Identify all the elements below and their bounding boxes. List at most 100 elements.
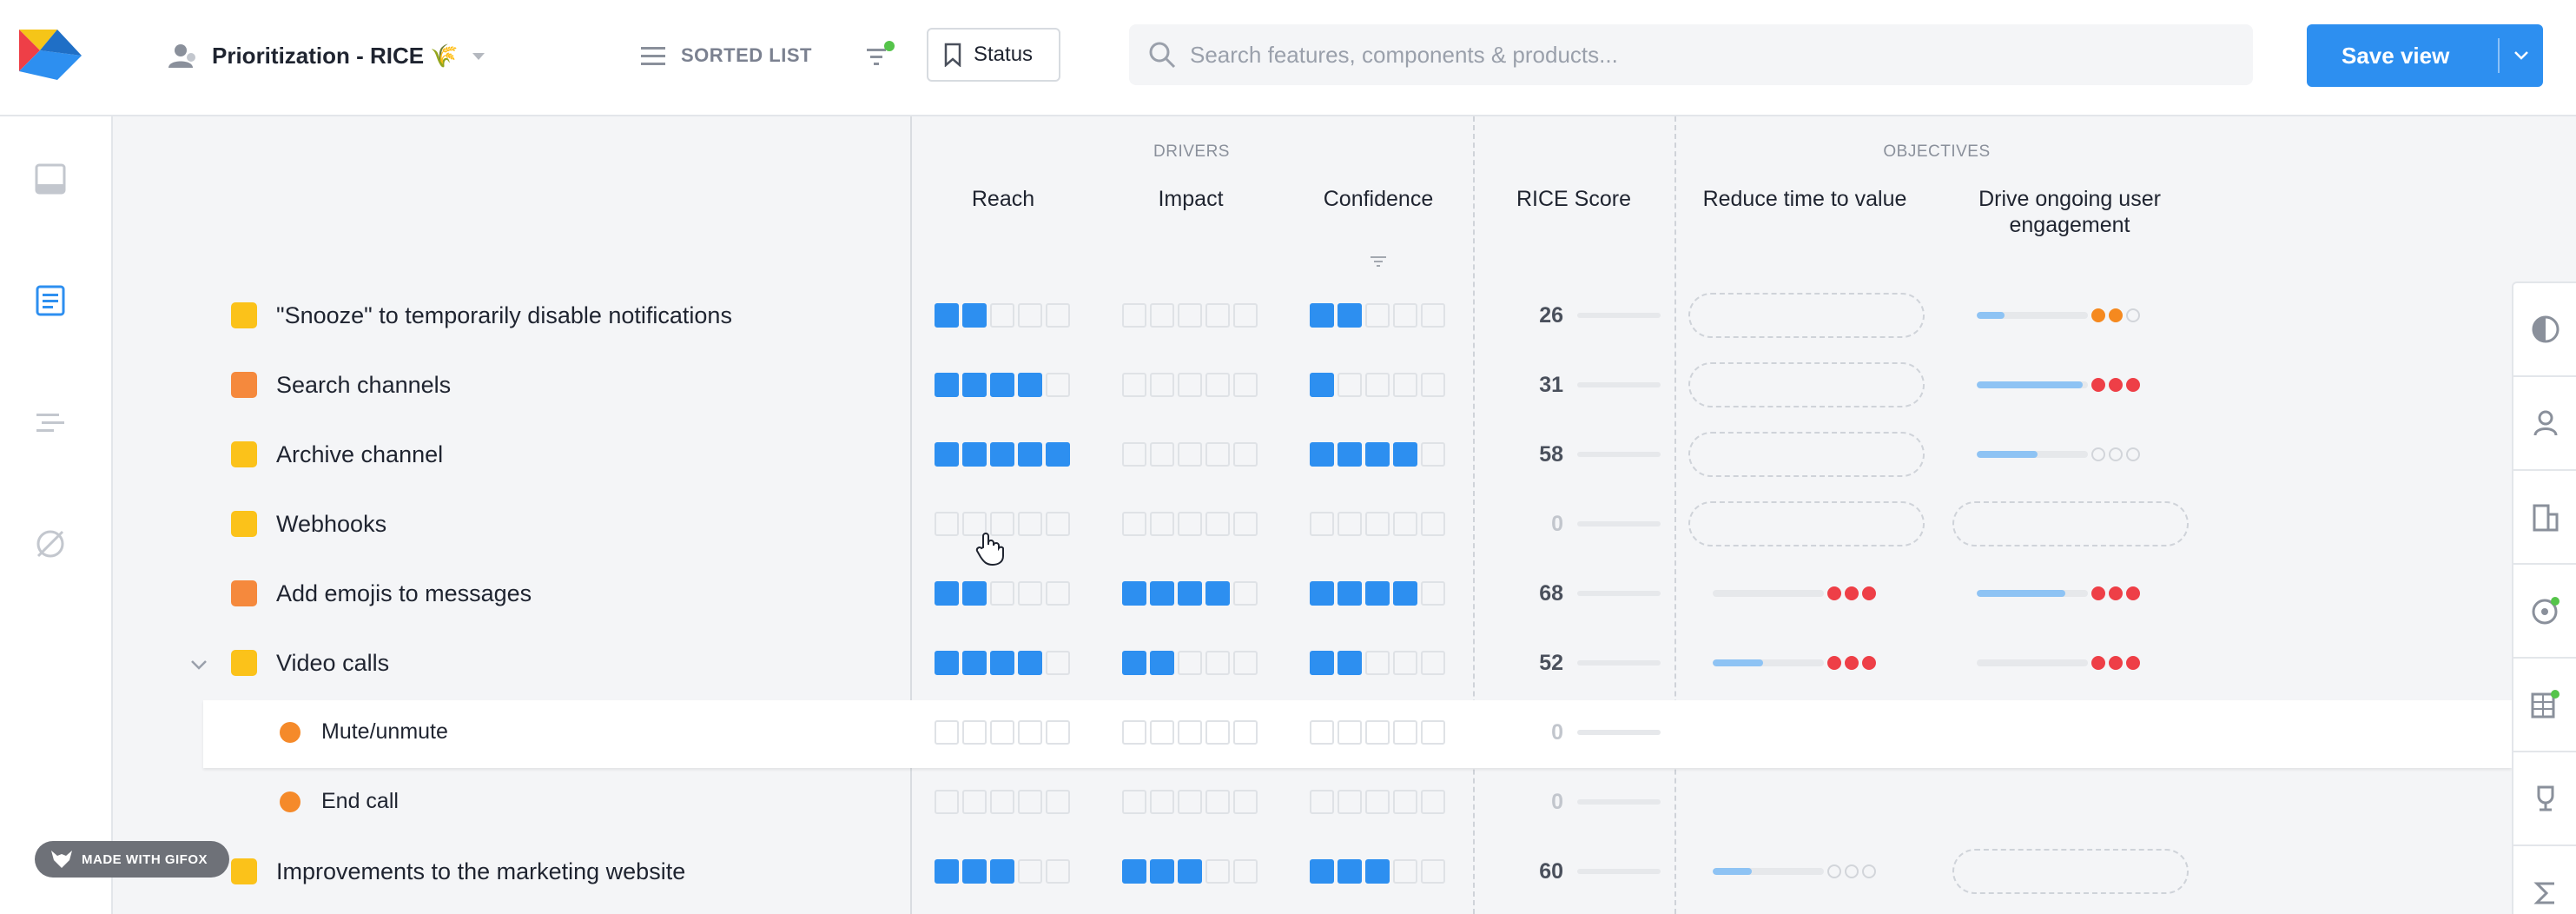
subfeature-status-dot[interactable] <box>280 791 301 812</box>
objective-empty-slot[interactable] <box>1688 293 1925 338</box>
score-box[interactable] <box>1150 859 1174 884</box>
score-box[interactable] <box>962 859 987 884</box>
score-box[interactable] <box>1018 442 1042 467</box>
score-box[interactable] <box>1178 442 1202 467</box>
score-box[interactable] <box>1178 859 1202 884</box>
score-box[interactable] <box>1393 651 1417 675</box>
chevron-down-icon[interactable] <box>469 46 488 65</box>
score-box[interactable] <box>1421 651 1445 675</box>
sorted-list-toggle[interactable]: SORTED LIST <box>641 38 812 73</box>
rating-dot[interactable] <box>2109 656 2123 670</box>
rating-dot[interactable] <box>2109 447 2123 461</box>
rail-item-goals[interactable] <box>2513 752 2576 846</box>
rating-dot[interactable] <box>2091 586 2105 600</box>
reach-score-boxes[interactable] <box>935 651 1070 675</box>
rating-dot[interactable] <box>1862 656 1876 670</box>
feature-name[interactable]: Search channels <box>276 372 452 398</box>
score-box[interactable] <box>1233 303 1258 328</box>
score-box[interactable] <box>1046 720 1070 745</box>
objective-rating-dots[interactable] <box>1827 864 1876 878</box>
feature-status-square[interactable] <box>231 372 257 398</box>
score-box[interactable] <box>1365 790 1390 814</box>
rating-dot[interactable] <box>1827 864 1841 878</box>
score-box[interactable] <box>1310 790 1334 814</box>
rail-item-objectives[interactable] <box>2513 565 2576 659</box>
score-box[interactable] <box>1178 651 1202 675</box>
rating-dot[interactable] <box>2091 378 2105 392</box>
objective-rating-dots[interactable] <box>2091 308 2140 322</box>
feature-name[interactable]: Video calls <box>276 650 390 676</box>
score-box[interactable] <box>1122 651 1146 675</box>
score-box[interactable] <box>1393 790 1417 814</box>
rating-dot[interactable] <box>1845 586 1859 600</box>
score-box[interactable] <box>1365 373 1390 397</box>
score-box[interactable] <box>1338 651 1362 675</box>
confidence-score-boxes[interactable] <box>1310 303 1445 328</box>
score-box[interactable] <box>1310 512 1334 536</box>
confidence-score-boxes[interactable] <box>1310 790 1445 814</box>
score-box[interactable] <box>1233 512 1258 536</box>
score-box[interactable] <box>1338 512 1362 536</box>
column-header-confidence[interactable]: Confidence <box>1323 187 1434 211</box>
score-box[interactable] <box>1393 859 1417 884</box>
score-box[interactable] <box>1046 859 1070 884</box>
subfeature-status-dot[interactable] <box>280 722 301 743</box>
impact-score-boxes[interactable] <box>1122 373 1258 397</box>
inbox-icon[interactable] <box>33 162 68 196</box>
score-box[interactable] <box>1046 442 1070 467</box>
objective-rating-dots[interactable] <box>2091 447 2140 461</box>
reach-score-boxes[interactable] <box>935 859 1070 884</box>
score-box[interactable] <box>1393 512 1417 536</box>
feature-name[interactable]: End call <box>321 789 399 813</box>
score-box[interactable] <box>962 512 987 536</box>
impact-score-boxes[interactable] <box>1122 442 1258 467</box>
filter-icon[interactable] <box>863 38 898 73</box>
reach-score-boxes[interactable] <box>935 442 1070 467</box>
score-box[interactable] <box>1205 303 1230 328</box>
objective-empty-slot[interactable] <box>1688 501 1925 546</box>
score-box[interactable] <box>962 373 987 397</box>
column-header-impact[interactable]: Impact <box>1158 187 1224 211</box>
score-box[interactable] <box>1122 373 1146 397</box>
rating-dot[interactable] <box>2091 656 2105 670</box>
score-box[interactable] <box>1421 373 1445 397</box>
score-box[interactable] <box>962 303 987 328</box>
score-box[interactable] <box>1421 512 1445 536</box>
view-selector[interactable]: Prioritization - RICE 🌾 <box>165 38 488 73</box>
rating-dot[interactable] <box>2091 447 2105 461</box>
reach-score-boxes[interactable] <box>935 790 1070 814</box>
score-box[interactable] <box>935 859 959 884</box>
score-box[interactable] <box>1310 651 1334 675</box>
score-box[interactable] <box>1310 859 1334 884</box>
score-box[interactable] <box>1233 373 1258 397</box>
score-box[interactable] <box>1150 581 1174 606</box>
reach-score-boxes[interactable] <box>935 373 1070 397</box>
feature-status-square[interactable] <box>231 650 257 676</box>
reach-score-boxes[interactable] <box>935 303 1070 328</box>
score-box[interactable] <box>1178 720 1202 745</box>
score-box[interactable] <box>990 651 1014 675</box>
score-box[interactable] <box>990 442 1014 467</box>
score-box[interactable] <box>962 442 987 467</box>
score-box[interactable] <box>1150 651 1174 675</box>
score-box[interactable] <box>1338 442 1362 467</box>
score-box[interactable] <box>1365 442 1390 467</box>
score-box[interactable] <box>1150 512 1174 536</box>
score-box[interactable] <box>935 442 959 467</box>
reach-score-boxes[interactable] <box>935 581 1070 606</box>
score-box[interactable] <box>1046 373 1070 397</box>
score-box[interactable] <box>1205 790 1230 814</box>
rating-dot[interactable] <box>1862 864 1876 878</box>
score-box[interactable] <box>1233 442 1258 467</box>
rating-dot[interactable] <box>2126 586 2140 600</box>
score-box[interactable] <box>935 303 959 328</box>
save-view-button[interactable]: Save view <box>2307 24 2543 87</box>
roadmap-icon[interactable] <box>33 405 68 440</box>
score-box[interactable] <box>1365 651 1390 675</box>
impact-score-boxes[interactable] <box>1122 720 1258 745</box>
score-box[interactable] <box>1365 303 1390 328</box>
objective-empty-slot[interactable] <box>1688 432 1925 477</box>
score-box[interactable] <box>1122 581 1146 606</box>
score-box[interactable] <box>1233 581 1258 606</box>
score-box[interactable] <box>1122 790 1146 814</box>
